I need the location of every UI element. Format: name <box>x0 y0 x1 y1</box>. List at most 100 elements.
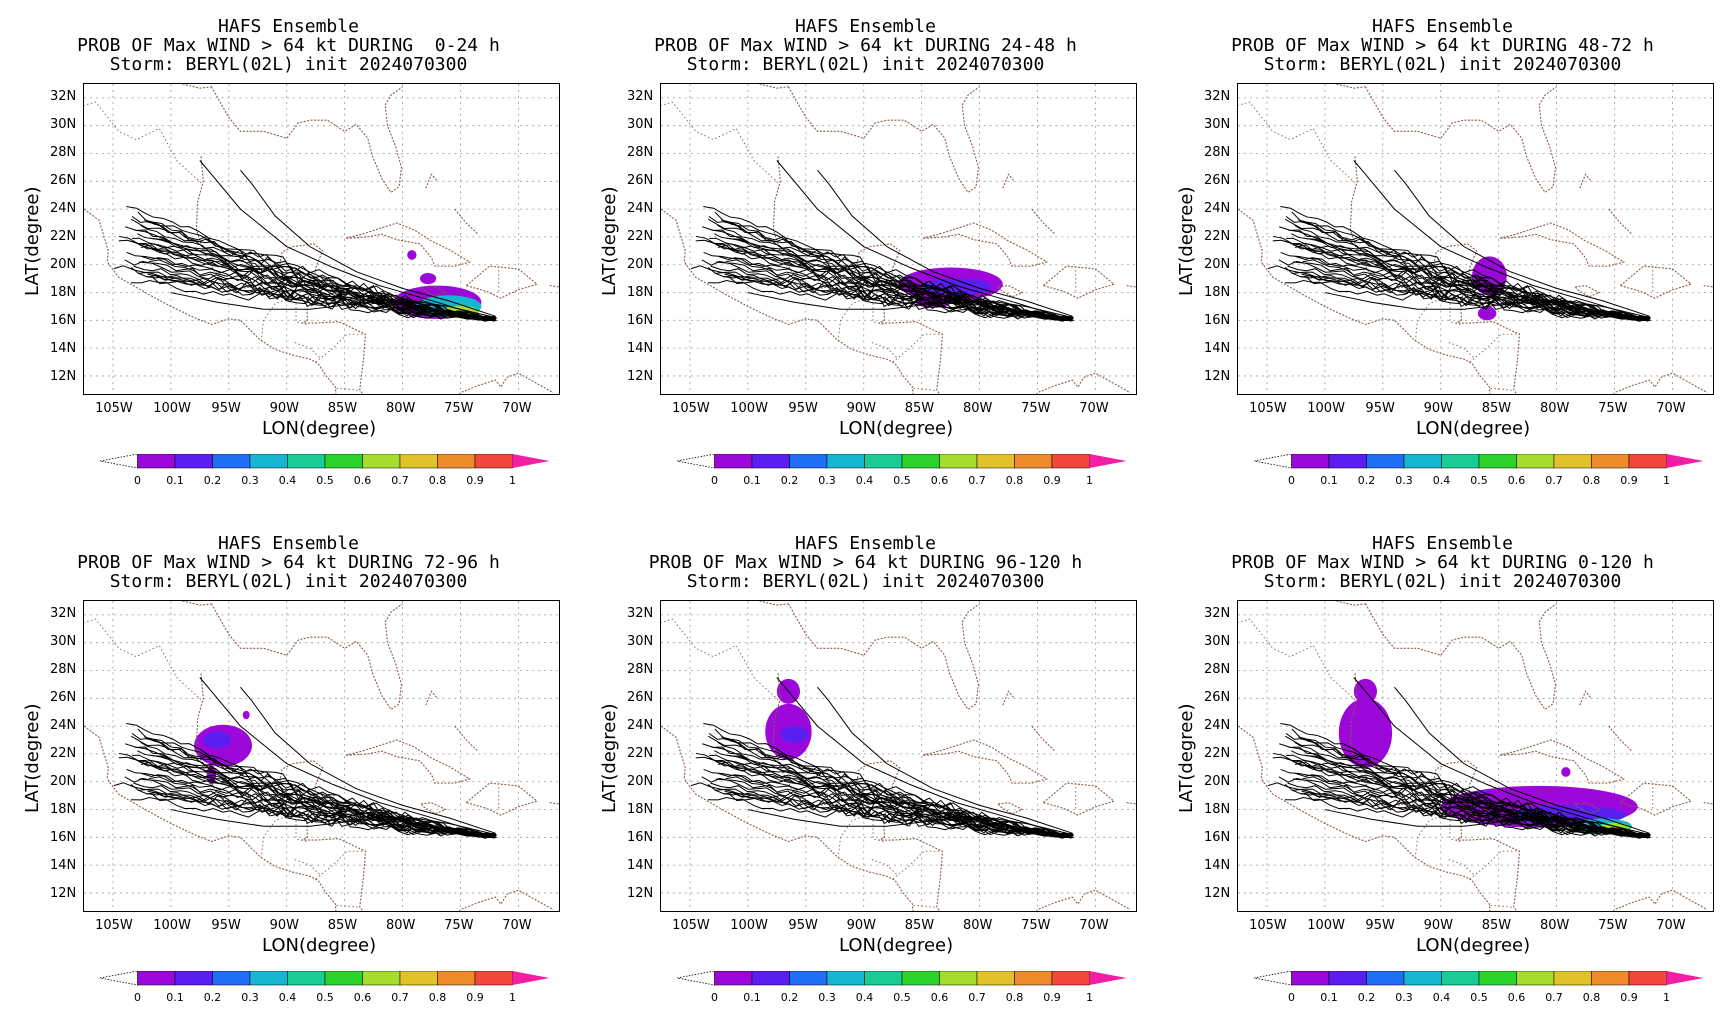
coastline <box>1002 690 1015 706</box>
ensemble-track <box>1300 275 1649 319</box>
coastline <box>1608 208 1633 235</box>
colorbar-label: 0.5 <box>893 474 911 487</box>
lat-tick-label: 28N <box>1204 661 1231 677</box>
map-panel: HAFS Ensemble PROB OF Max WIND > 64 kt DU… <box>0 0 577 515</box>
coastline <box>210 86 403 194</box>
colorbar-label: 0.1 <box>166 991 184 1004</box>
x-axis-title: LON(degree) <box>262 935 377 956</box>
country-border <box>336 387 360 392</box>
colorbar-label: 0.8 <box>1005 474 1024 487</box>
colorbar-swatch <box>362 970 401 986</box>
title-probability: PROB OF Max WIND > 64 kt DURING 72-96 h <box>77 552 500 573</box>
x-axis-title: LON(degree) <box>262 418 377 439</box>
colorbar-swatch <box>287 453 326 469</box>
lon-tick-label: 105W <box>1249 401 1287 416</box>
colorbar-swatches <box>99 453 550 469</box>
title-storm: Storm: BERYL(02L) init 2024070300 <box>1263 54 1622 75</box>
colorbar-label: 0 <box>134 474 141 487</box>
ensemble-track <box>690 782 1074 838</box>
coastline <box>345 222 472 267</box>
lon-tick-label: 80W <box>385 401 416 416</box>
colorbar-label: 0.6 <box>1507 474 1526 487</box>
ensemble-track <box>1267 265 1651 321</box>
colorbar-swatch <box>437 453 476 469</box>
colorbar-label: 0.4 <box>1432 474 1451 487</box>
lon-tick-label: 75W <box>1021 918 1051 933</box>
lat-tick-label: 28N <box>50 144 77 160</box>
y-axis-title: LAT(degree) <box>599 186 620 296</box>
coastline <box>420 802 447 815</box>
title-storm: Storm: BERYL(02L) init 2024070300 <box>109 571 468 592</box>
lon-tick-label: 80W <box>385 918 416 933</box>
title-model: HAFS Ensemble <box>795 16 936 37</box>
y-axis-title: LAT(degree) <box>1176 186 1197 296</box>
colorbar-label: 0.3 <box>1395 474 1413 487</box>
lat-tick-label: 30N <box>627 116 654 132</box>
ensemble-track <box>144 736 494 836</box>
colorbar-label: 0.3 <box>818 991 836 1004</box>
colorbar-label: 0.1 <box>1320 474 1338 487</box>
coastline <box>84 208 337 394</box>
coastline <box>1031 208 1056 235</box>
coastline <box>1035 372 1131 394</box>
ensemble-track <box>707 280 1072 321</box>
colorbar-label: 0.2 <box>780 474 799 487</box>
colorbar-swatch <box>789 453 828 469</box>
lat-tick-label: 20N <box>627 773 654 789</box>
colorbar-swatch <box>249 453 288 469</box>
coastline <box>1612 889 1708 911</box>
ensemble-track <box>1301 790 1651 837</box>
ensemble-track <box>1272 239 1651 321</box>
ensemble-track <box>1300 792 1649 836</box>
lat-tick-label: 32N <box>1204 605 1231 621</box>
lat-tick-label: 18N <box>50 284 77 300</box>
colorbar-label: 0.5 <box>316 991 334 1004</box>
colorbar-label: 0.6 <box>930 474 949 487</box>
colorbar-over-triangle <box>512 454 550 468</box>
colorbar-label: 0.6 <box>930 991 949 1004</box>
ensemble-track <box>1278 259 1649 322</box>
colorbar-swatch <box>1366 453 1405 469</box>
lat-tick-label: 18N <box>627 284 654 300</box>
country-border <box>295 295 307 325</box>
country-border <box>661 101 779 183</box>
colorbar-over-triangle <box>1666 971 1704 985</box>
colorbar-swatch <box>324 970 363 986</box>
ensemble-track <box>729 794 1073 838</box>
map-plot-area <box>83 83 560 395</box>
lat-tick-label: 22N <box>627 228 654 244</box>
coastline <box>549 285 559 288</box>
probability-region <box>780 726 809 743</box>
ensemble-track <box>747 292 1073 318</box>
ensemble-track <box>817 169 1073 317</box>
ensemble-track <box>130 797 495 838</box>
coastline <box>997 285 1024 298</box>
country-border <box>1448 342 1476 360</box>
lon-tick-label: 90W <box>1423 401 1453 416</box>
lat-tick-label: 18N <box>50 801 77 817</box>
colorbar-label: 0.8 <box>1582 474 1601 487</box>
colorbar-over-triangle <box>1089 971 1127 985</box>
map-panel: HAFS Ensemble PROB OF Max WIND > 64 kt DU… <box>1154 0 1731 515</box>
colorbar-swatch <box>1478 453 1517 469</box>
country-border <box>892 850 943 880</box>
ensemble-track <box>1280 206 1649 320</box>
colorbar-swatch <box>751 453 790 469</box>
title-storm: Storm: BERYL(02L) init 2024070300 <box>686 571 1045 592</box>
colorbar-swatch <box>1516 970 1555 986</box>
coastline <box>1703 285 1713 288</box>
colorbar-swatch <box>826 970 865 986</box>
ensemble-track <box>703 723 1072 837</box>
ensemble-track <box>776 160 1073 321</box>
map-plot-area <box>83 600 560 912</box>
x-axis-title: LON(degree) <box>839 935 954 956</box>
colorbar-swatches <box>676 453 1127 469</box>
colorbar-label: 0.7 <box>1545 991 1563 1004</box>
y-axis-title: LAT(degree) <box>599 703 620 813</box>
colorbar-label: 1 <box>1663 991 1670 1004</box>
ensemble-track <box>1299 738 1649 838</box>
coastline <box>787 86 980 194</box>
title-model: HAFS Ensemble <box>218 533 359 554</box>
lat-tick-label: 20N <box>50 773 77 789</box>
lat-tick-label: 22N <box>1204 745 1231 761</box>
